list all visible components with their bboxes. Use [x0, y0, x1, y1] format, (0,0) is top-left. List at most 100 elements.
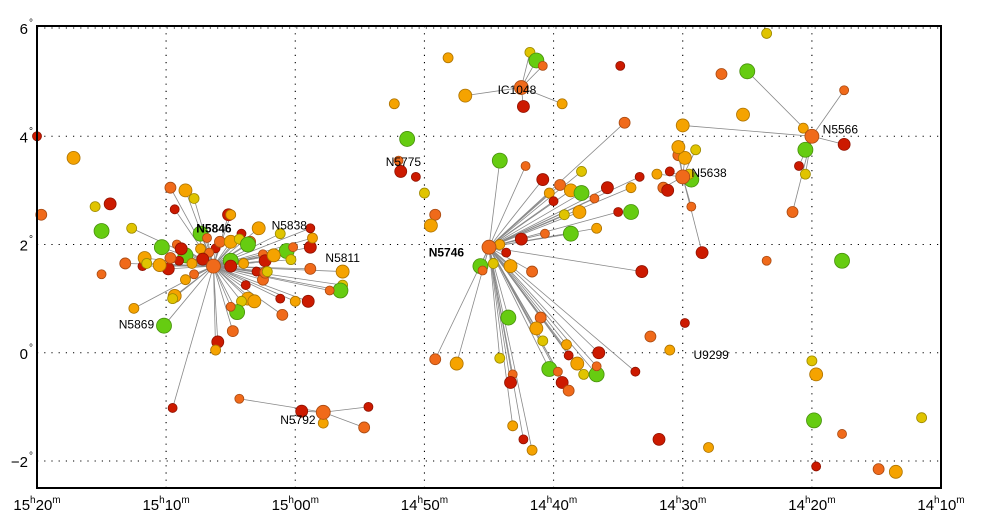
galaxy-point: [487, 258, 499, 269]
galaxy-point: [601, 181, 614, 195]
galaxy-point: [93, 223, 110, 239]
group-link-line: [488, 211, 619, 248]
galaxy-point: [226, 325, 239, 338]
galaxy-point: [128, 302, 140, 314]
galaxy-point: [477, 265, 488, 276]
galaxy-point: [501, 247, 512, 258]
galaxy-point: [651, 168, 663, 180]
galaxy-point: [174, 242, 188, 256]
galaxy-point: [570, 356, 585, 371]
group-link-line: [488, 160, 501, 248]
group-link-line: [811, 90, 845, 137]
galaxy-point: [555, 376, 569, 389]
galaxy-point: [335, 264, 350, 279]
plot-frame: [36, 25, 942, 489]
galaxy-point: [393, 155, 404, 166]
galaxy-point: [126, 222, 138, 234]
galaxy-point: [288, 242, 299, 253]
group-link-line: [488, 247, 514, 426]
galaxy-point: [363, 401, 374, 412]
group-center-point: [206, 258, 221, 274]
galaxy-point: [225, 209, 237, 221]
galaxy-point: [558, 209, 570, 221]
galaxy-point: [526, 444, 538, 456]
group-link-line: [465, 87, 522, 97]
x-tick-label: 15h20m: [13, 495, 60, 514]
group-link-line: [239, 398, 324, 413]
galaxy-point: [261, 266, 273, 277]
galaxy-point: [225, 301, 236, 312]
annotation-label: U9299: [693, 348, 729, 362]
galaxy-point: [520, 161, 531, 171]
galaxy-point: [736, 107, 750, 122]
galaxy-point: [240, 236, 256, 253]
galaxy-point: [635, 265, 649, 278]
x-tick-label: 14h30m: [659, 495, 706, 514]
group-link-line: [682, 176, 703, 253]
galaxy-point: [419, 187, 430, 199]
galaxy-point: [214, 235, 226, 248]
group-link-line: [213, 227, 259, 267]
galaxy-point: [504, 376, 517, 389]
galaxy-point: [592, 346, 606, 360]
galaxy-point: [399, 131, 416, 147]
galaxy-point: [210, 344, 222, 356]
galaxy-point: [119, 257, 132, 270]
galaxy-point: [634, 171, 645, 182]
galaxy-point: [188, 193, 200, 204]
galaxy-point: [715, 68, 728, 80]
galaxy-point: [526, 265, 538, 278]
galaxy-point: [180, 274, 191, 286]
group-center-point: [675, 169, 691, 185]
galaxy-point: [276, 308, 289, 321]
galaxy-point: [537, 335, 549, 347]
group-link-line: [323, 406, 369, 413]
galaxy-point: [141, 258, 153, 269]
galaxy-point: [573, 185, 590, 201]
galaxy-point: [690, 144, 702, 156]
galaxy-point: [786, 206, 799, 218]
galaxy-point: [234, 393, 245, 404]
annotation-label: N5638: [691, 166, 727, 180]
galaxy-point: [671, 140, 686, 154]
galaxy-point: [307, 232, 318, 244]
x-axis-ticks: 15h20m 15h10m 15h00m 14h50m 14h40m 14h30m 14h2…: [13, 495, 964, 514]
galaxy-point: [537, 60, 548, 71]
galaxy-point: [196, 252, 210, 266]
galaxy-point: [178, 183, 193, 198]
x-tick-label: 14h10m: [917, 495, 964, 514]
galaxy-point: [491, 152, 508, 169]
group-link-line: [488, 190, 572, 248]
x-tick-label: 14h50m: [401, 495, 448, 514]
galaxy-point: [591, 222, 603, 234]
galaxy-points: [32, 28, 928, 479]
galaxy-point: [423, 218, 438, 233]
galaxy-point: [394, 165, 408, 178]
galaxy-point: [677, 150, 692, 165]
galaxy-point: [811, 461, 822, 472]
galaxy-point: [275, 293, 286, 304]
galaxy-point: [301, 294, 315, 308]
y-tick-degree: °: [29, 451, 33, 462]
galaxy-point: [289, 295, 301, 307]
y-tick-label: 4: [20, 129, 28, 146]
galaxy-point: [652, 432, 666, 446]
group-link-line: [213, 265, 283, 316]
x-tick-label: 14h40m: [530, 495, 577, 514]
annotation-label: N5792: [280, 413, 316, 427]
group-link-line: [213, 265, 242, 302]
galaxy-point: [285, 254, 297, 266]
group-link-line: [133, 265, 214, 309]
annotation-label: N5846: [196, 222, 232, 236]
galaxy-point: [410, 171, 421, 182]
galaxy-point: [664, 166, 675, 177]
galaxy-point: [799, 168, 811, 180]
galaxy-point: [503, 259, 518, 274]
annotation-label: N5838: [272, 218, 308, 232]
annotation-label: N5811: [325, 251, 360, 265]
galaxy-point: [103, 197, 117, 211]
group-link-line: [488, 179, 544, 248]
galaxy-point: [494, 352, 506, 364]
galaxy-point: [872, 463, 885, 476]
